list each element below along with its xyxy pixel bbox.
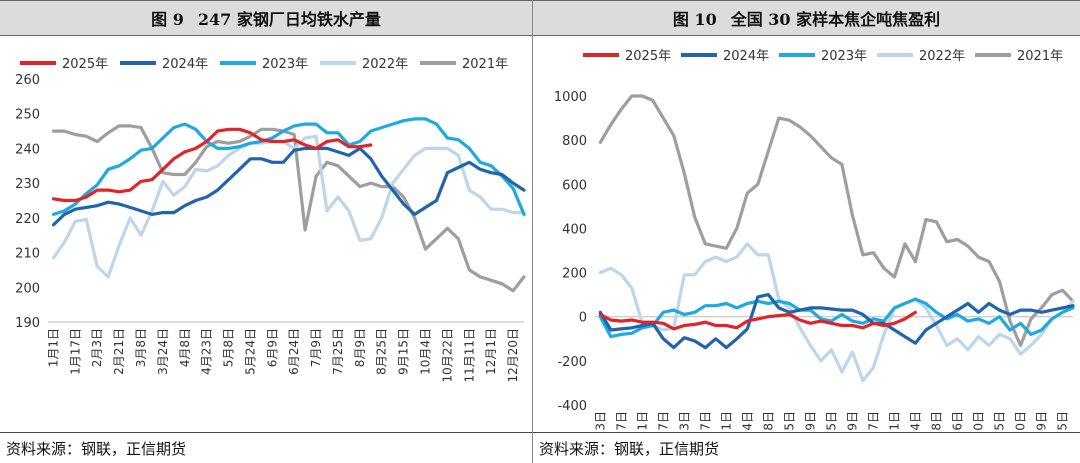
x-tick-label: 8月28日 [929, 411, 943, 430]
x-tick-label: 3月24日 [156, 328, 170, 375]
x-tick-label: 11月11日 [462, 328, 476, 383]
y-tick-label: 1000 [554, 90, 587, 105]
x-tick-label: 7月9日 [309, 328, 323, 367]
chart-svg-iron-output: 190 200 210 220 230 240 250 260 1月1日 1月17日 2月3日 2月2… [15, 57, 526, 383]
chart-title: 全国 30 家样本焦企吨焦盈利 [730, 10, 941, 29]
x-tick-label: 3月17日 [698, 411, 712, 430]
legend-label: 2024年 [723, 49, 769, 64]
x-tick-label: 4月28日 [761, 411, 775, 430]
x-tick-label: 9月15日 [397, 328, 411, 375]
x-tick-label: 5月29日 [803, 411, 817, 430]
source-note: 资料来源：钢联，正信期货 [539, 440, 720, 458]
y-tick-label: 240 [15, 142, 40, 157]
x-tick-label: 4月23日 [200, 328, 214, 375]
x-tick-label: 1月17日 [614, 411, 628, 430]
y-tick-label: 800 [562, 134, 587, 149]
y-tick-label: 200 [15, 281, 40, 296]
y-tick-label: -200 [557, 355, 587, 370]
series-line [598, 94, 1075, 347]
x-tick-label: 10月4日 [419, 328, 433, 375]
y-tick-label: 210 [15, 247, 40, 262]
series-line [598, 297, 1075, 339]
x-tick-label: 7月25日 [331, 328, 345, 375]
legend-label: 2025年 [625, 49, 671, 64]
legend-label: 2023年 [262, 57, 308, 72]
series-line [598, 242, 1075, 383]
figure-number: 图 10 [672, 10, 717, 29]
y-tick-label: 230 [15, 177, 40, 192]
chart-title-bar: 图 9 247 家钢厂日均铁水产量 [0, 0, 532, 36]
x-tick-label: 1月1日 [46, 328, 60, 367]
x-tick-label: 6月9日 [265, 328, 279, 367]
x-tick-label: 5月15日 [782, 411, 796, 430]
x-tick-label: 6月24日 [287, 328, 301, 375]
x-tick-label: 2月17日 [656, 411, 670, 430]
x-tick-label: 12月1日 [484, 328, 498, 375]
x-tick-label: 2月3日 [90, 328, 104, 367]
x-tick-label: 9月16日 [950, 411, 964, 430]
x-tick-label: 8月9日 [353, 328, 367, 367]
y-tick-label: 190 [15, 316, 40, 331]
series-line [51, 134, 526, 279]
x-tick-label: 10月25日 [992, 411, 1006, 430]
x-tick-label: 7月17日 [866, 411, 880, 430]
x-tick-label: 4月8日 [178, 328, 192, 367]
x-tick-label: 11月10日 [1013, 411, 1027, 430]
legend-label: 2021年 [462, 57, 508, 72]
x-tick-label: 2月21日 [112, 328, 126, 375]
x-tick-label: 11月29日 [1034, 411, 1048, 430]
x-tick-label: 7月31日 [887, 411, 901, 430]
x-tick-label: 3月8日 [134, 328, 148, 367]
x-tick-label: 1月17日 [68, 328, 82, 375]
divider [533, 432, 1080, 433]
x-tick-label: 5月24日 [243, 328, 257, 375]
y-tick-label: 250 [15, 108, 40, 123]
source-note: 资料来源：钢联，正信期货 [6, 440, 187, 458]
y-tick-label: 200 [562, 267, 587, 282]
x-tick-label: 10月22日 [440, 328, 454, 383]
figure-number: 图 9 [151, 10, 184, 29]
y-tick-label: 260 [15, 73, 40, 88]
chart-title-bar: 图 10 全国 30 家样本焦企吨焦盈利 [533, 0, 1080, 36]
series-line [51, 127, 373, 203]
x-tick-label: 6月29日 [845, 411, 859, 430]
divider [0, 432, 532, 433]
y-tick-label: 220 [15, 212, 40, 227]
y-tick-label: 0 [579, 311, 587, 326]
legend-label: 2021年 [1017, 49, 1063, 64]
x-tick-label: 1月31日 [635, 411, 649, 430]
x-tick-label: 12月20日 [506, 328, 520, 383]
series-line [51, 117, 526, 216]
x-tick-label: 3月31日 [719, 411, 733, 430]
x-tick-label: 5月8日 [222, 328, 236, 367]
x-tick-label: 12月15日 [1055, 411, 1069, 430]
legend-label: 2022年 [362, 57, 408, 72]
legend-label: 2025年 [62, 57, 108, 72]
legend-label: 2023年 [821, 49, 867, 64]
chart-panel-left: 图 9 247 家钢厂日均铁水产量 190 200 210 220 230 240 250 2… [0, 0, 533, 463]
legend-label: 2022年 [919, 49, 965, 64]
chart-panel-right: 图 10 全国 30 家样本焦企吨焦盈利 -400 -200 0 200 400 600 8… [533, 0, 1080, 463]
x-tick-label: 4月14日 [740, 411, 754, 430]
x-tick-label: 10月10日 [971, 411, 985, 430]
x-tick-label: 1月3日 [593, 411, 607, 430]
y-tick-label: 600 [562, 178, 587, 193]
y-tick-label: 400 [562, 222, 587, 237]
y-tick-label: -400 [557, 399, 587, 414]
x-tick-label: 3月3日 [677, 411, 691, 430]
series-line [51, 146, 526, 227]
series-line [598, 293, 1075, 350]
legend-label: 2024年 [162, 57, 208, 72]
x-tick-label: 8月25日 [375, 328, 389, 375]
x-tick-label: 8月14日 [908, 411, 922, 430]
series-line [598, 310, 917, 331]
chart-title: 247 家钢厂日均铁水产量 [197, 10, 381, 29]
chart-svg-coke-profit: -400 -200 0 200 400 600 800 1000 1月3日 1月17日 1月31日 2… [554, 49, 1075, 430]
x-tick-label: 6月15日 [824, 411, 838, 430]
series-line [51, 124, 526, 293]
